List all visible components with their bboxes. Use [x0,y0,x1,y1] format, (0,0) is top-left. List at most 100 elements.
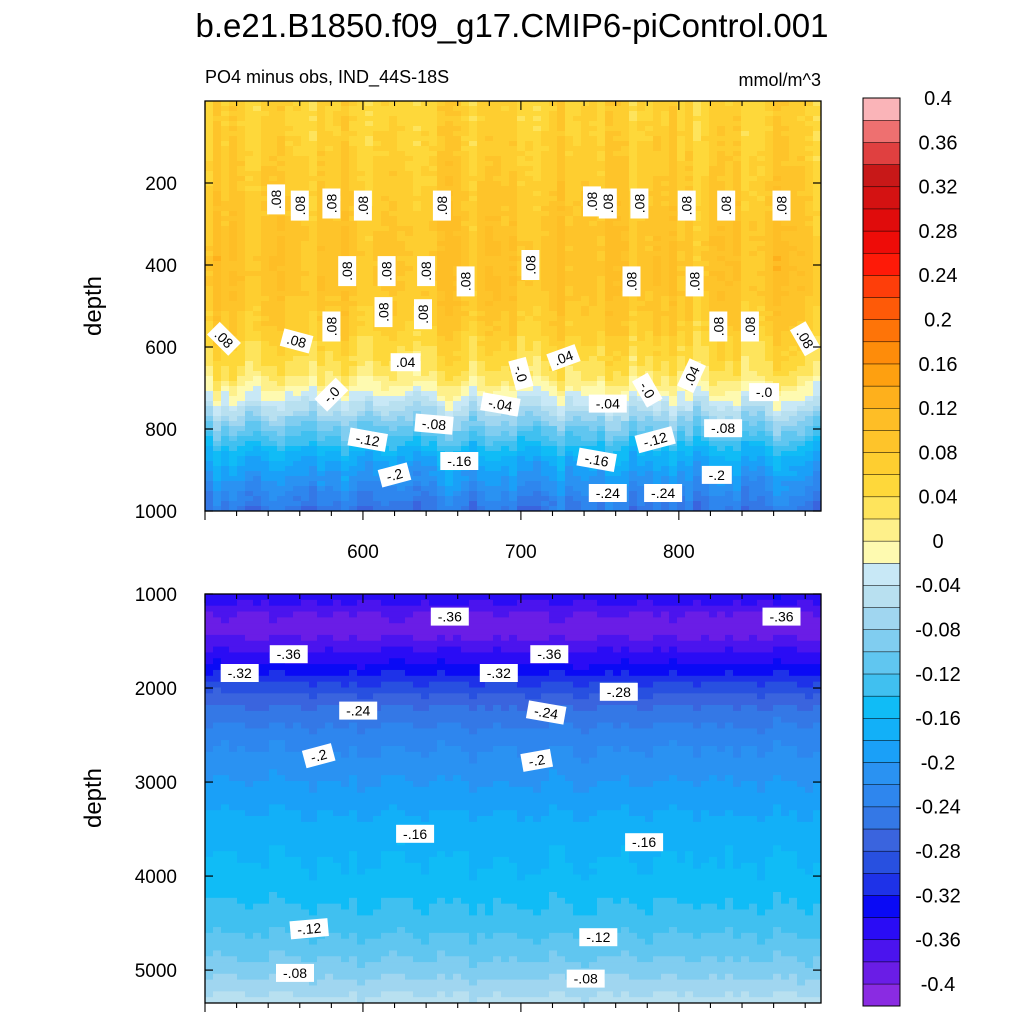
field-cell [245,196,254,202]
field-cell [205,186,214,192]
field-cell [541,361,550,367]
field-cell [285,271,294,277]
field-cell [477,131,486,137]
field-cell [285,211,294,217]
field-cell [565,326,574,332]
field-cell [461,381,470,387]
field-cell [429,131,438,137]
field-cell [285,241,294,247]
field-cell [261,211,270,217]
field-cell [389,171,398,177]
field-cell [301,356,310,362]
field-cell [237,426,246,432]
field-cell [397,276,406,282]
field-cell [221,481,230,487]
field-cell [269,466,278,472]
field-cell [589,156,598,162]
field-cell [509,221,518,227]
field-cell [293,501,302,507]
field-cell [525,171,534,177]
field-cell [493,416,502,422]
field-cell [669,281,678,287]
field-cell [605,386,614,392]
field-cell [245,156,254,162]
field-cell [285,131,294,137]
field-cell [277,426,286,432]
field-cell [525,131,534,137]
field-cell [581,216,590,222]
field-cell [533,336,542,342]
field-cell [509,331,518,337]
field-cell [277,346,286,352]
field-cell [437,381,446,387]
field-cell [501,336,510,342]
field-cell [437,166,446,172]
field-cell [277,176,286,182]
field-cell [277,151,286,157]
field-cell [565,166,574,172]
field-cell [429,231,438,237]
field-cell [357,491,366,497]
field-cell [661,166,670,172]
field-cell [277,296,286,302]
field-cell [645,256,654,262]
field-cell [637,481,646,487]
field-cell [357,346,366,352]
field-cell [517,391,526,397]
field-cell [605,111,614,117]
field-cell [341,481,350,487]
field-cell [533,391,542,397]
field-cell [229,501,238,507]
field-cell [269,341,278,347]
field-cell [357,421,366,427]
field-cell [445,186,454,192]
field-cell [389,421,398,427]
field-cell [365,426,374,432]
field-cell [581,306,590,312]
field-cell [405,186,414,192]
field-cell [261,386,270,392]
field-cell [341,231,350,237]
field-cell [325,271,334,277]
field-cell [589,411,598,417]
field-cell [477,296,486,302]
field-cell [389,126,398,132]
field-cell [557,231,566,237]
field-cell [333,166,342,172]
field-cell [565,501,574,507]
field-cell [525,206,534,212]
field-cell [237,231,246,237]
field-cell [229,431,238,437]
field-cell [677,111,686,117]
field-cell [549,421,558,427]
field-cell [557,151,566,157]
field-cell [677,141,686,147]
field-cell [325,141,334,147]
field-cell [565,461,574,467]
field-cell [541,211,550,217]
field-cell [221,306,230,312]
field-cell [653,481,662,487]
field-cell [325,356,334,362]
field-cell [245,361,254,367]
field-cell [493,371,502,377]
field-cell [461,106,470,112]
field-cell [573,431,582,437]
field-cell [253,436,262,442]
field-cell [509,451,518,457]
field-cell [573,446,582,452]
field-cell [317,191,326,197]
field-cell [301,301,310,307]
field-cell [629,461,638,467]
field-cell [253,176,262,182]
field-cell [565,116,574,122]
field-cell [501,466,510,472]
field-cell [437,336,446,342]
field-cell [493,231,502,237]
field-cell [269,231,278,237]
field-cell [541,301,550,307]
field-cell [429,451,438,457]
field-cell [277,166,286,172]
field-cell [605,381,614,387]
field-cell [333,131,342,137]
